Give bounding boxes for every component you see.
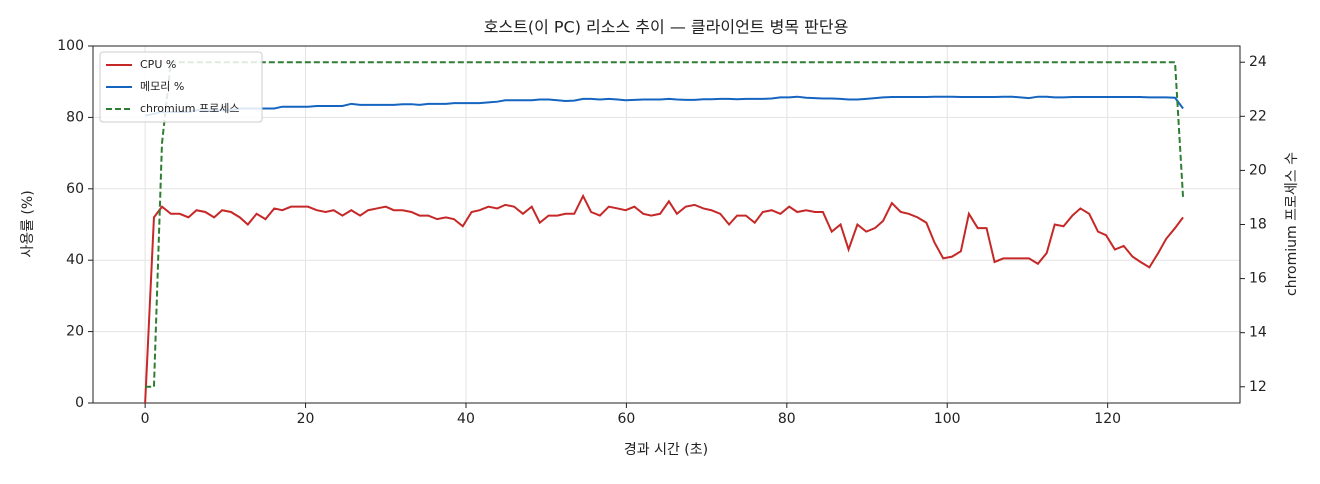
y-axis-label: 사용률 (%) <box>20 190 36 257</box>
legend-label: CPU % <box>140 58 176 71</box>
series-line <box>145 61 1185 388</box>
legend-box <box>99 51 263 123</box>
y2-tick-label: 24 <box>1249 54 1267 70</box>
y-tick-label: 0 <box>75 395 84 411</box>
x-tick-label: 0 <box>141 411 150 427</box>
y-tick-label: 60 <box>66 181 84 197</box>
chart-title: 호스트(이 PC) 리소스 추이 — 클라이언트 병목 판단용 <box>484 18 849 37</box>
x-tick-label: 40 <box>457 411 475 427</box>
x-axis-label: 경과 시간 (초) <box>624 442 708 458</box>
x-tick-label: 20 <box>297 411 315 427</box>
y-tick-label: 40 <box>66 252 84 268</box>
y-tick-label: 100 <box>57 38 84 54</box>
x-tick-label: 60 <box>617 411 635 427</box>
legend-label: chromium 프로세스 <box>140 102 239 115</box>
legend-label: 메모리 % <box>140 80 184 93</box>
series-line <box>144 193 1184 404</box>
x-tick-label: 120 <box>1094 411 1121 427</box>
y-tick-label: 20 <box>66 324 84 340</box>
series-line <box>144 95 1184 117</box>
y2-tick-label: 22 <box>1249 108 1267 124</box>
y2-tick-label: 12 <box>1249 379 1267 395</box>
y2-tick-label: 14 <box>1249 325 1267 341</box>
plot-frame <box>92 45 1241 404</box>
y2-axis-label: chromium 프로세스 수 <box>1284 152 1300 296</box>
y2-tick-label: 20 <box>1249 162 1267 178</box>
x-tick-label: 80 <box>778 411 796 427</box>
y2-tick-label: 16 <box>1249 271 1267 287</box>
y-tick-label: 80 <box>66 109 84 125</box>
x-tick-label: 100 <box>934 411 961 427</box>
y2-tick-label: 18 <box>1249 217 1267 233</box>
